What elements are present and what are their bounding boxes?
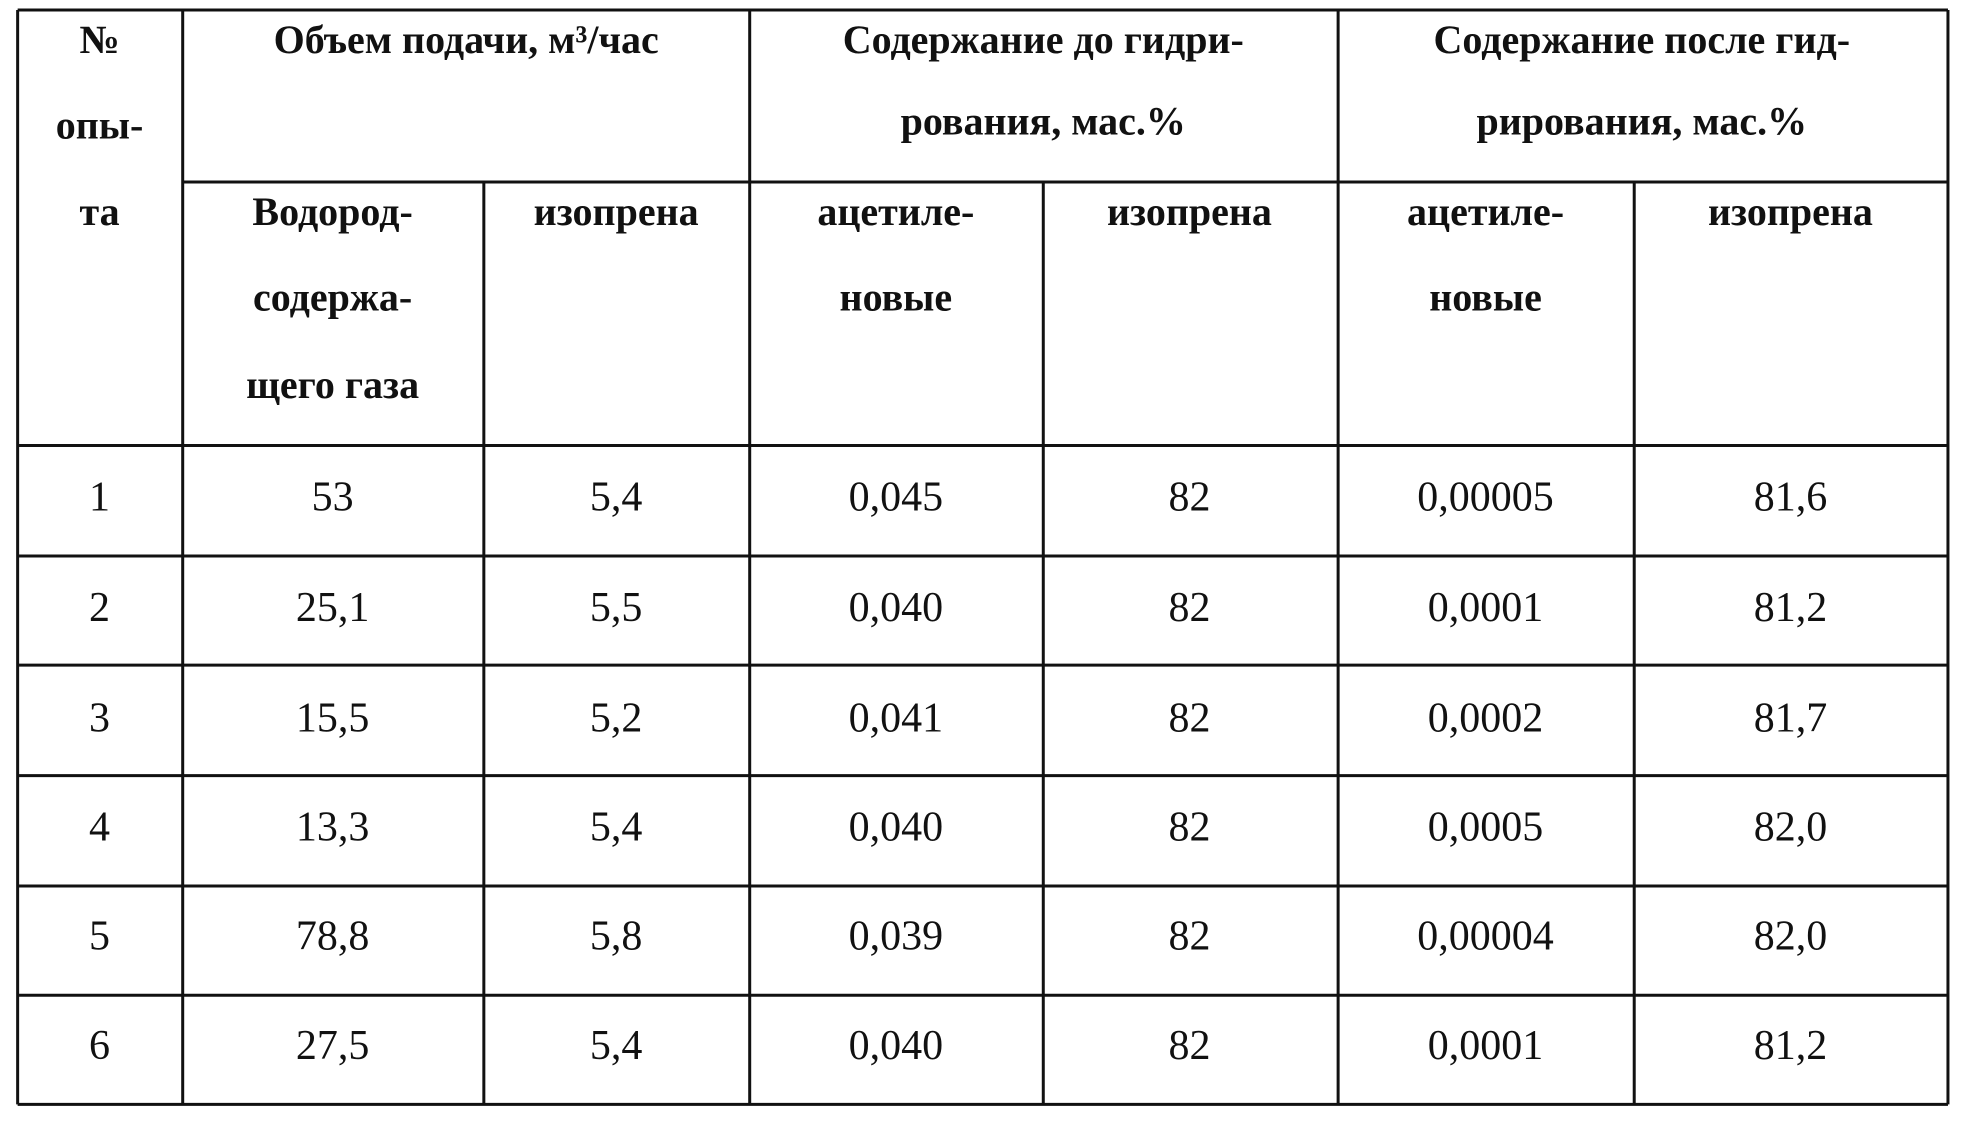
cell: 82 (1168, 914, 1210, 960)
header-text: опы- (56, 102, 144, 147)
cell: 25,1 (296, 585, 370, 631)
cell: 6 (89, 1023, 110, 1069)
cell: 1 (89, 474, 110, 520)
cell: 0,0001 (1428, 585, 1544, 631)
cell: 2 (89, 585, 110, 631)
cell: 0,00005 (1417, 474, 1554, 520)
group-header: рования, мас.% (901, 99, 1186, 144)
cell: 0,040 (849, 1023, 944, 1069)
group-header: рирования, мас.% (1476, 99, 1807, 144)
column-header: новые (840, 274, 953, 319)
cell: 3 (89, 695, 110, 741)
group-header: Содержание после гид- (1433, 17, 1850, 62)
cell: 81,2 (1754, 585, 1828, 631)
column-header: изопрена (1708, 189, 1873, 234)
column-header: щего газа (246, 362, 419, 407)
cell: 0,040 (849, 585, 944, 631)
header-text: та (79, 189, 119, 234)
cell: 53 (312, 474, 354, 520)
cell: 82,0 (1754, 914, 1828, 960)
cell: 5 (89, 914, 110, 960)
column-header: изопрена (534, 189, 699, 234)
cell: 5,2 (590, 695, 643, 741)
cell: 5,4 (590, 1023, 643, 1069)
cell: 82 (1168, 474, 1210, 520)
cell: 82 (1168, 804, 1210, 850)
column-header: содержа- (253, 274, 412, 319)
cell: 81,6 (1754, 474, 1828, 520)
cell: 82 (1168, 585, 1210, 631)
cell: 0,045 (849, 474, 944, 520)
table-page: № опы-та Объем подачи, м³/час Водород-содер… (0, 0, 1968, 1128)
column-header: ацетиле- (1407, 189, 1564, 234)
cell: 0,040 (849, 804, 944, 850)
column-header: новые (1429, 274, 1542, 319)
header-text: № (79, 17, 119, 62)
cell: 81,2 (1754, 1023, 1828, 1069)
cell: 13,3 (296, 804, 370, 850)
cell: 0,0002 (1428, 695, 1544, 741)
cell: 5,5 (590, 585, 643, 631)
cell: 15,5 (296, 695, 370, 741)
cell: 82 (1168, 1023, 1210, 1069)
column-header: Водород- (252, 189, 412, 234)
cell: 5,4 (590, 474, 643, 520)
cell: 78,8 (296, 914, 370, 960)
cell: 0,0005 (1428, 804, 1544, 850)
group-header: Объем подачи, м³/час (274, 17, 659, 62)
cell: 5,8 (590, 914, 643, 960)
cell: 5,4 (590, 804, 643, 850)
column-header: изопрена (1107, 189, 1272, 234)
cell: 81,7 (1754, 695, 1828, 741)
group-header: Содержание до гидри- (843, 17, 1244, 62)
cell: 4 (89, 804, 110, 850)
cell: 0,039 (849, 914, 944, 960)
cell: 0,041 (849, 695, 944, 741)
column-header: ацетиле- (817, 189, 974, 234)
cell: 0,00004 (1417, 914, 1554, 960)
cell: 27,5 (296, 1023, 370, 1069)
cell: 82 (1168, 695, 1210, 741)
cell: 82,0 (1754, 804, 1828, 850)
cell: 0,0001 (1428, 1023, 1544, 1069)
